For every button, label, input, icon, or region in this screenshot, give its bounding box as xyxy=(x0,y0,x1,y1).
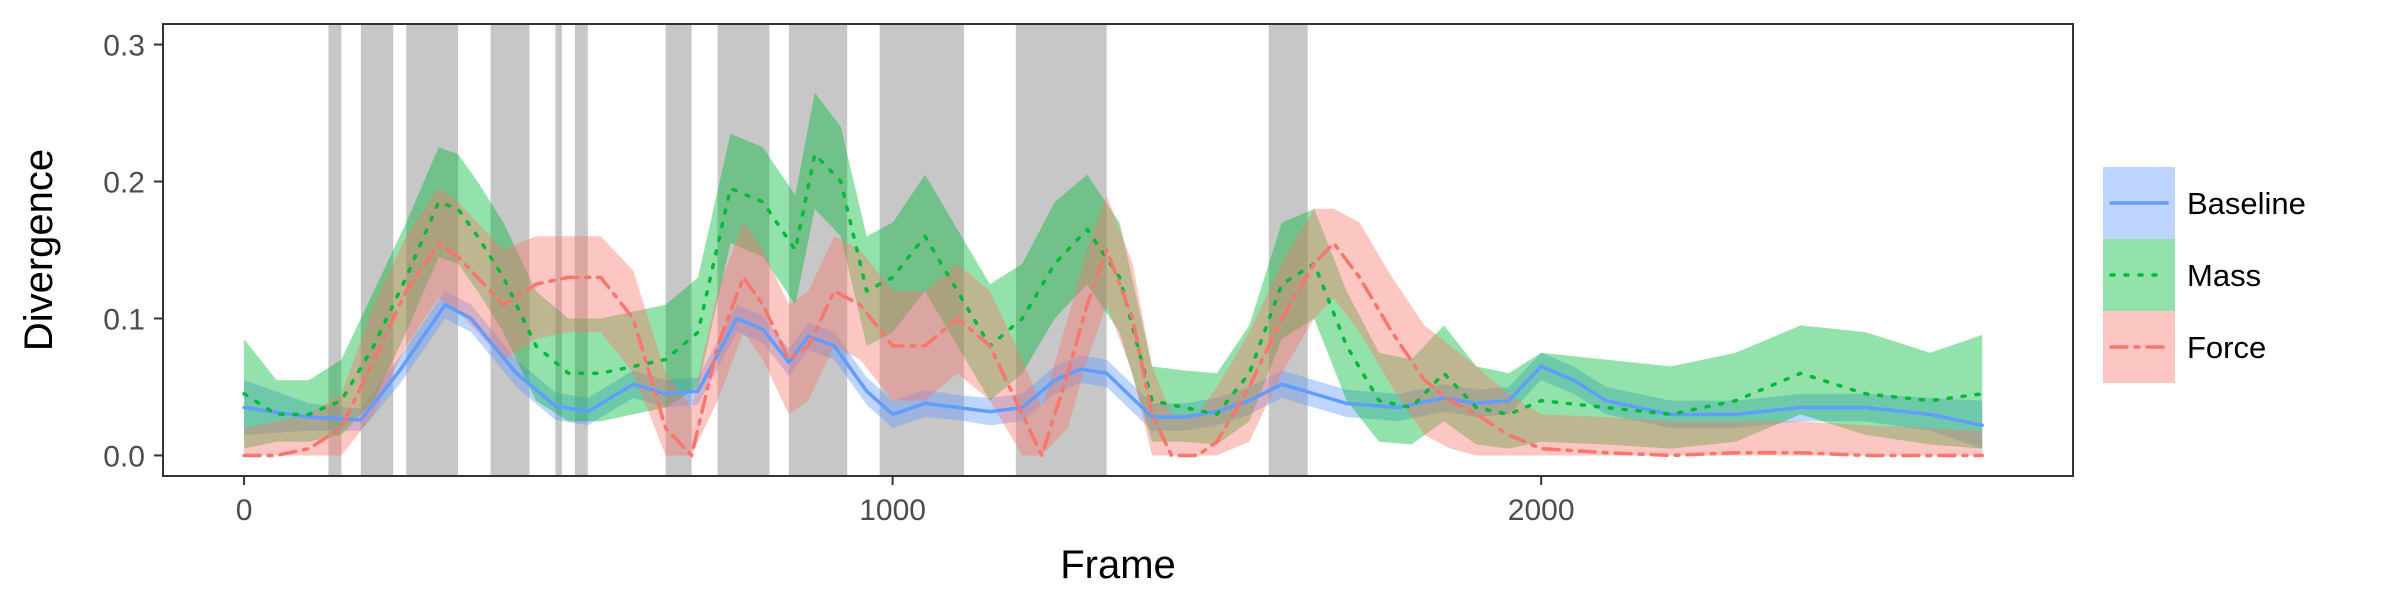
plot-panel-border xyxy=(162,23,2074,477)
legend-label: Mass xyxy=(2187,258,2261,293)
y-axis-title: Divergence xyxy=(17,149,61,351)
y-axis: 0.0 0.1 0.2 0.3 xyxy=(103,30,163,473)
shaded-interval xyxy=(490,24,530,476)
y-tick-label: 0.1 xyxy=(103,303,145,336)
shaded-interval xyxy=(328,24,342,476)
x-tick-label: 1000 xyxy=(859,494,926,527)
legend: Baseline Mass Force xyxy=(2103,167,2306,383)
shaded-interval xyxy=(555,24,562,476)
confidence-band-baseline xyxy=(244,291,1983,449)
shaded-interval xyxy=(717,24,770,476)
shaded-interval xyxy=(574,24,588,476)
shaded-interval xyxy=(788,24,848,476)
legend-item-force: Force xyxy=(2103,311,2266,383)
legend-label: Baseline xyxy=(2187,186,2306,221)
shaded-intervals xyxy=(328,24,1308,476)
shaded-interval xyxy=(879,24,964,476)
series-line-baseline xyxy=(242,303,1984,428)
x-tick-label: 2000 xyxy=(1508,494,1575,527)
confidence-band-force xyxy=(244,188,1983,456)
x-axis: 0 1000 2000 xyxy=(236,476,1575,527)
series-lines xyxy=(242,152,1984,458)
x-tick-label: 0 xyxy=(236,494,253,527)
legend-item-mass: Mass xyxy=(2103,239,2261,311)
x-axis-title: Frame xyxy=(1060,543,1176,587)
shaded-interval xyxy=(1268,24,1308,476)
legend-label: Force xyxy=(2187,330,2266,365)
y-tick-label: 0.2 xyxy=(103,167,145,200)
shaded-interval xyxy=(665,24,692,476)
y-tick-label: 0.0 xyxy=(103,440,145,473)
series-line-mass xyxy=(242,152,1984,417)
series-line-force xyxy=(242,241,1984,458)
legend-item-baseline: Baseline xyxy=(2103,167,2306,239)
y-tick-label: 0.3 xyxy=(103,30,145,63)
